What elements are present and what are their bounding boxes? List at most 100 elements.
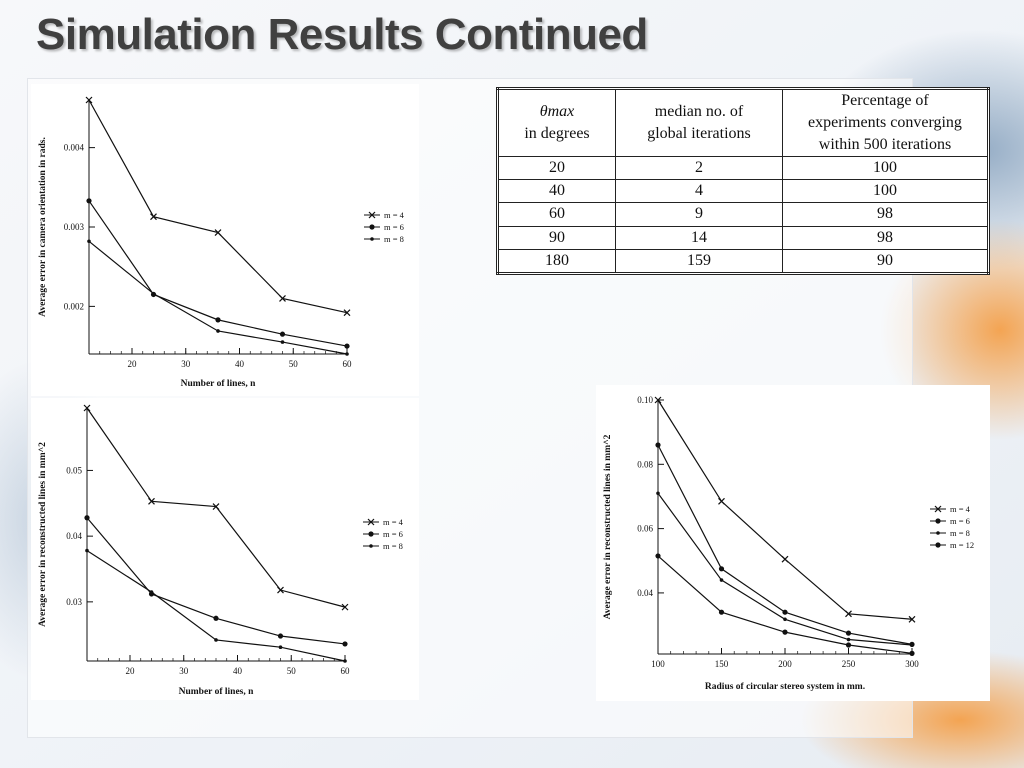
data-point [845,642,852,648]
table-cell: 60 [497,202,616,227]
series-m6 [655,442,915,647]
legend-label: m = 6 [383,529,403,539]
data-point [782,629,788,635]
table-cell: 159 [615,248,783,275]
y-tick-label: 0.08 [637,459,653,469]
table-cell: 90 [497,225,616,250]
table-row: 90 14 98 [497,225,989,250]
table-cell: 9 [615,202,783,227]
header-median-line-1: median no. of [654,103,744,120]
data-point [214,229,222,236]
legend-marker [368,211,376,219]
legend-entry: m = 12 [930,540,974,550]
data-point [83,404,91,412]
legend-entry: m = 4 [363,517,404,527]
data-point [719,578,724,582]
legend-marker [936,531,940,535]
data-point [343,659,347,663]
data-point [148,497,155,505]
table-cell: 180 [497,248,616,275]
legend-label: m = 8 [950,528,970,538]
data-point [783,617,787,622]
series-line [88,99,348,314]
legend-marker [935,542,941,548]
y-tick-label: 0.002 [64,301,84,311]
series-line [657,492,913,646]
data-point [718,497,725,505]
header-percentage-line-3: within 500 iterations [818,136,952,153]
series-m8 [87,239,349,356]
data-point [910,643,914,647]
y-axis-label: Average error in camera orientation in r… [38,137,48,317]
legend-label: m = 8 [383,541,403,551]
y-tick-label: 0.04 [66,531,82,541]
data-point [212,503,220,510]
table-row: 180 159 90 [497,248,989,275]
series-m4 [83,404,349,611]
legend-label: m = 8 [384,234,404,244]
data-point [655,553,661,559]
y-tick-label: 0.05 [66,465,82,475]
chart-reconstruction-error-vs-lines: 20 30 40 50 60 0.03 0.04 0.05 Number of lines, n… [31,398,419,700]
x-tick-label: 300 [905,659,919,669]
legend-label: m = 4 [383,517,404,527]
header-percentage-line-2: experiments converging [808,114,962,131]
series-line [86,550,346,662]
series-line [86,407,346,608]
data-point [277,586,284,594]
slide-title: Simulation Results Continued [36,10,648,59]
legend-marker [367,518,375,526]
data-point [342,641,348,647]
header-median-line-2: global iterations [647,125,751,142]
legend-entry: m = 4 [930,504,971,514]
series-m6 [86,198,350,349]
x-tick-label: 60 [343,359,353,369]
y-axis-label: Average error in reconstructed lines in … [603,434,613,619]
series-line [657,399,913,620]
x-tick-label: 20 [128,359,138,369]
data-point [216,329,220,333]
table-header-row: θmax in degrees median no. of global ite… [497,88,989,157]
table-cell: 98 [782,202,989,227]
table-cell: 40 [497,179,616,204]
series-line [88,240,348,355]
legend-entry: m = 8 [363,541,403,551]
legend-entry: m = 8 [364,234,404,244]
data-point [343,309,351,317]
x-tick-label: 30 [179,666,189,676]
data-point [279,295,286,302]
x-axis-label: Number of lines, n [179,687,254,697]
table-cell: 2 [615,155,783,181]
series-line [86,517,346,645]
x-tick-label: 60 [341,666,351,676]
y-tick-label: 0.04 [637,588,653,598]
legend-entry: m = 6 [363,529,403,539]
data-point [87,239,91,244]
x-tick-label: 200 [778,659,792,669]
x-tick-label: 40 [235,359,245,369]
data-point [280,340,285,344]
legend-label: m = 4 [950,504,971,514]
series-m12 [655,553,915,656]
data-point [150,213,157,221]
series-m8 [85,548,347,663]
legend-marker [370,237,374,241]
legend-entry: m = 8 [930,528,970,538]
table-header-theta: θmax in degrees [497,88,616,157]
data-point [279,331,286,337]
data-point [782,609,788,615]
x-tick-label: 50 [289,359,299,369]
x-tick-label: 50 [287,666,297,676]
table-header-median-iterations: median no. of global iterations [615,88,783,157]
data-point [846,637,851,642]
legend-entry: m = 6 [930,516,970,526]
series-m6 [84,515,348,647]
legend-marker [369,544,373,548]
data-point [86,198,92,204]
header-theta-line-1: θmax [539,103,575,120]
legend-label: m = 6 [384,222,404,232]
table-row: 40 4 100 [497,179,989,204]
chart-camera-orientation-error: 20 30 40 50 60 0.002 0.003 0.004 Number of lines… [31,84,419,396]
y-axis-label: Average error in reconstructed lines in … [38,442,48,627]
legend-entry: m = 4 [364,210,405,220]
